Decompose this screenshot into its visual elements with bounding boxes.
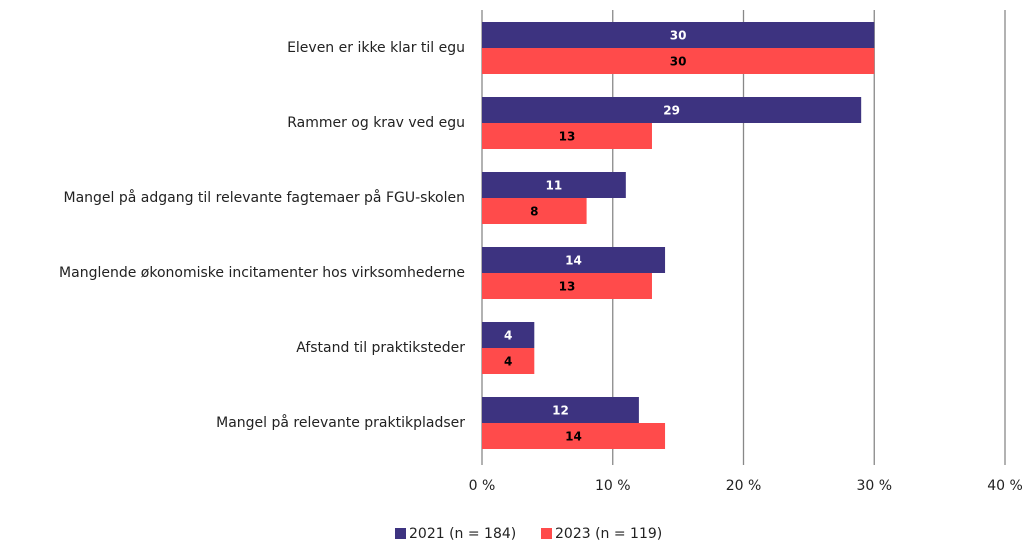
- legend-label: 2021 (n = 184): [409, 526, 516, 542]
- bar: [482, 48, 875, 74]
- bar: [482, 198, 587, 224]
- data-label: 13: [559, 130, 576, 144]
- bar: [482, 273, 652, 299]
- bar: [482, 172, 626, 198]
- bar: [482, 348, 535, 374]
- x-tick-label: 20 %: [726, 478, 762, 494]
- data-label: 30: [670, 29, 687, 43]
- data-label: 12: [552, 404, 569, 418]
- data-label: 8: [530, 205, 538, 219]
- data-label: 11: [546, 179, 563, 193]
- y-tick-label: Rammer og krav ved egu: [287, 115, 465, 131]
- y-tick-label: Mangel på adgang til relevante fagtemaer…: [64, 189, 466, 206]
- legend-label: 2023 (n = 119): [555, 526, 662, 542]
- legend-swatch: [395, 528, 406, 539]
- bar: [482, 397, 639, 423]
- bar: [482, 22, 875, 48]
- x-tick-label: 0 %: [469, 478, 496, 494]
- bar: [482, 247, 666, 273]
- legend-swatch: [541, 528, 552, 539]
- bar: [482, 322, 535, 348]
- y-tick-label: Mangel på relevante praktikpladser: [216, 414, 465, 431]
- data-label: 4: [504, 329, 512, 343]
- y-tick-label: Eleven er ikke klar til egu: [287, 40, 465, 56]
- y-tick-label: Manglende økonomiske incitamenter hos vi…: [59, 265, 465, 281]
- bar: [482, 97, 862, 123]
- data-label: 30: [670, 55, 687, 69]
- data-label: 14: [565, 430, 582, 444]
- data-label: 29: [663, 104, 680, 118]
- data-label: 14: [565, 254, 582, 268]
- x-tick-label: 10 %: [595, 478, 631, 494]
- x-tick-label: 30 %: [856, 478, 892, 494]
- data-label: 13: [559, 280, 576, 294]
- y-tick-label: Afstand til praktiksteder: [296, 340, 465, 356]
- bar: [482, 423, 666, 449]
- x-tick-label: 40 %: [987, 478, 1023, 494]
- bar: [482, 123, 652, 149]
- data-label: 4: [504, 355, 512, 369]
